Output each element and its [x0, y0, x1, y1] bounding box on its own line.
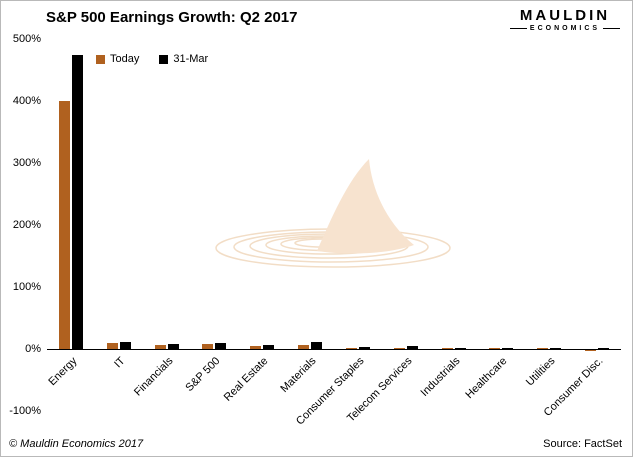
x-axis-line — [47, 349, 621, 350]
logo-text-mauldin: MAULDIN — [519, 7, 611, 24]
bar-today-utilities — [537, 348, 549, 349]
x-axis-category-label: Industrials — [418, 355, 463, 399]
bar-today-healthcare — [489, 348, 501, 349]
legend-label-31mar: 31-Mar — [173, 53, 209, 65]
bar-31-mar-consumer-disc — [598, 347, 610, 349]
y-axis-tick-label: 500% — [12, 33, 41, 45]
bar-31-mar-materials — [311, 342, 323, 349]
x-axis-category-label: Materials — [278, 355, 319, 396]
x-axis-category-label: Healthcare — [463, 355, 510, 402]
x-axis-category-label: Real Estate — [222, 355, 271, 404]
chart-legend: Today 31-Mar — [96, 53, 208, 65]
copyright-text: © Mauldin Economics 2017 — [9, 438, 144, 450]
shark-fin-watermark — [215, 159, 451, 268]
logo-text-economics-row: ECONOMICS — [510, 25, 620, 32]
bar-31-mar-energy — [71, 54, 83, 349]
bar-31-mar-telecom-services — [406, 345, 418, 349]
bar-31-mar-consumer-staples — [358, 346, 370, 349]
bar-31-mar-healthcare — [502, 347, 514, 349]
bar-today-consumer-staples — [345, 347, 357, 349]
ripples-icon — [215, 228, 451, 268]
bar-today-consumer-disc — [585, 350, 597, 352]
legend-swatch-31mar — [159, 54, 169, 64]
bar-today-real-estate — [250, 345, 262, 349]
bar-today-energy — [58, 101, 70, 349]
bar-31-mar-utilities — [550, 348, 562, 349]
y-axis-tick-label: 100% — [12, 281, 41, 293]
y-axis-tick-label: 300% — [12, 157, 41, 169]
y-axis-tick-label: 400% — [12, 95, 41, 107]
mauldin-economics-logo: MAULDIN ECONOMICS — [510, 8, 620, 32]
y-axis-tick-label: -100% — [9, 405, 41, 417]
bar-31-mar-s-p-500 — [215, 343, 227, 349]
chart-title: S&P 500 Earnings Growth: Q2 2017 — [46, 9, 298, 26]
bar-today-materials — [298, 345, 310, 349]
bar-today-telecom-services — [393, 348, 405, 349]
logo-text-economics: ECONOMICS — [529, 25, 601, 32]
source-text: Source: FactSet — [543, 438, 622, 450]
shark-fin-icon — [317, 159, 414, 254]
bar-31-mar-industrials — [454, 348, 466, 349]
bar-31-mar-financials — [167, 344, 179, 349]
bar-today-it — [106, 342, 118, 349]
legend-item-today: Today — [96, 53, 139, 65]
y-axis-tick-label: 200% — [12, 219, 41, 231]
bar-31-mar-real-estate — [263, 345, 275, 349]
legend-swatch-today — [96, 54, 105, 64]
y-axis-tick-label: 0% — [25, 343, 41, 355]
x-axis-category-label: Consumer Staples — [293, 355, 367, 428]
bar-today-financials — [154, 344, 166, 349]
bar-today-industrials — [441, 348, 453, 349]
bar-today-s-p-500 — [202, 344, 214, 349]
x-axis-category-label: Telecom Services — [344, 355, 415, 425]
bar-31-mar-it — [119, 341, 131, 349]
legend-label-today: Today — [110, 53, 140, 65]
legend-item-31mar: 31-Mar — [159, 53, 208, 65]
